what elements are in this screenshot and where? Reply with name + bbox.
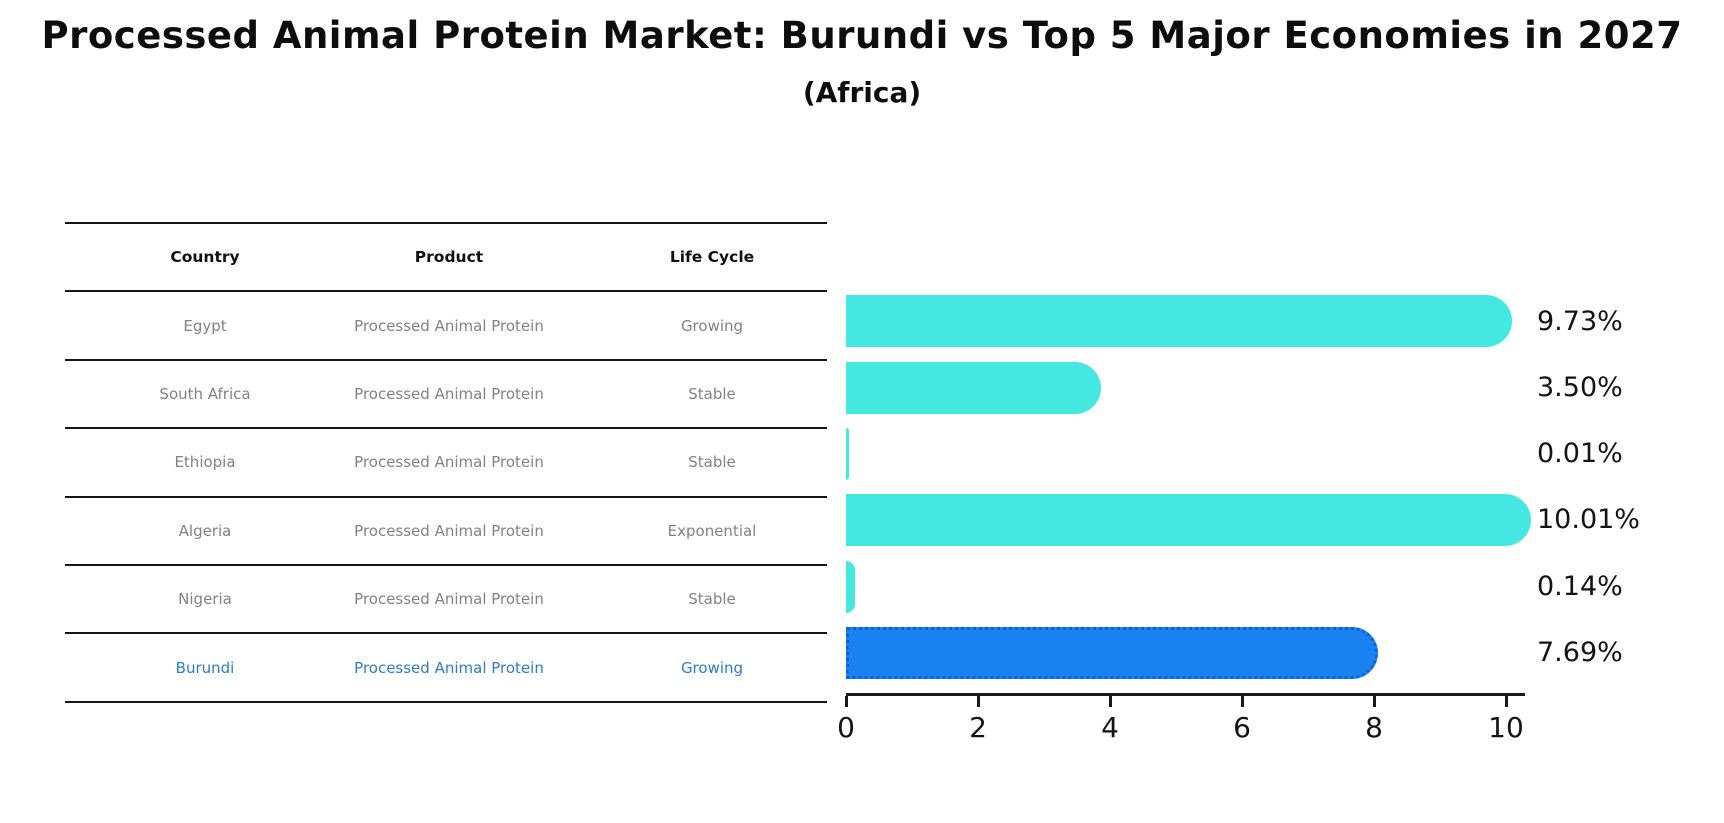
header-country: Country (170, 248, 240, 267)
value-label-algeria: 10.01% (1537, 504, 1640, 535)
x-axis-tick (977, 696, 980, 707)
table-row-egypt: Egypt Processed Animal Protein Growing (65, 290, 827, 358)
x-axis-tick (1109, 696, 1112, 707)
bar-ethiopia (846, 428, 849, 480)
table-row-ethiopia: Ethiopia Processed Animal Protein Stable (65, 427, 827, 495)
table-row-nigeria: Nigeria Processed Animal Protein Stable (65, 563, 827, 632)
life-cycle-cell: Exponential (667, 521, 757, 540)
country-cell: Ethiopia (174, 453, 236, 472)
bar-egypt (846, 295, 1513, 347)
x-tick-label: 4 (1101, 711, 1119, 744)
x-tick-label: 6 (1233, 711, 1251, 744)
x-tick-label: 8 (1365, 711, 1383, 744)
product-cell: Processed Animal Protein (354, 590, 544, 609)
header-life-cycle: Life Cycle (669, 248, 755, 267)
value-label-nigeria: 0.14% (1537, 571, 1623, 602)
table-row-burundi: Burundi Processed Animal Protein Growing (65, 632, 827, 703)
x-axis-tick (845, 696, 848, 707)
value-label-egypt: 9.73% (1537, 306, 1623, 337)
product-cell: Processed Animal Protein (354, 384, 544, 403)
chart-title: Processed Animal Protein Market: Burundi… (41, 14, 1683, 57)
country-cell: Burundi (175, 658, 235, 677)
chart-subtitle: (Africa) (802, 76, 922, 109)
bar-nigeria (846, 561, 856, 613)
table-row-south-africa: South Africa Processed Animal Protein St… (65, 358, 827, 427)
x-axis-spine (846, 693, 1525, 696)
country-cell: Nigeria (178, 590, 232, 609)
country-cell: Algeria (178, 521, 232, 540)
bar-burundi (846, 627, 1378, 679)
product-cell: Processed Animal Protein (354, 521, 544, 540)
life-cycle-cell: Stable (688, 384, 736, 403)
x-axis-tick (1505, 696, 1508, 707)
bar-south-africa (846, 362, 1101, 414)
life-cycle-cell: Growing (680, 658, 744, 677)
x-axis-tick (1241, 696, 1244, 707)
value-label-south-africa: 3.50% (1537, 372, 1623, 403)
header-product: Product (414, 248, 484, 267)
life-cycle-cell: Stable (688, 453, 736, 472)
product-cell: Processed Animal Protein (354, 316, 544, 335)
x-axis-tick (1373, 696, 1376, 707)
x-tick-label: 0 (837, 711, 855, 744)
product-cell: Processed Animal Protein (354, 453, 544, 472)
country-cell: South Africa (159, 384, 251, 403)
table-row-algeria: Algeria Processed Animal Protein Exponen… (65, 495, 827, 564)
x-tick-label: 10 (1488, 711, 1524, 744)
country-cell: Egypt (183, 316, 227, 335)
table-header-row: Country Product Life Cycle (65, 222, 827, 290)
life-cycle-cell: Stable (688, 590, 736, 609)
value-label-ethiopia: 0.01% (1537, 438, 1623, 469)
value-label-burundi: 7.69% (1537, 637, 1623, 668)
country-table: Country Product Life Cycle Egypt Process… (65, 222, 827, 703)
bar-algeria (846, 494, 1531, 546)
x-tick-label: 2 (969, 711, 987, 744)
life-cycle-cell: Growing (680, 316, 744, 335)
product-cell: Processed Animal Protein (354, 658, 544, 677)
